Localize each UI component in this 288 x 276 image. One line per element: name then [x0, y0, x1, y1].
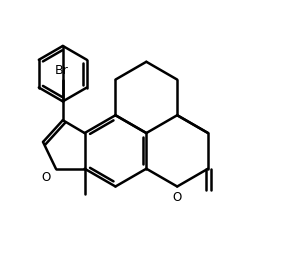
Text: O: O	[42, 171, 51, 184]
Text: O: O	[173, 192, 182, 205]
Text: Br: Br	[55, 64, 69, 77]
